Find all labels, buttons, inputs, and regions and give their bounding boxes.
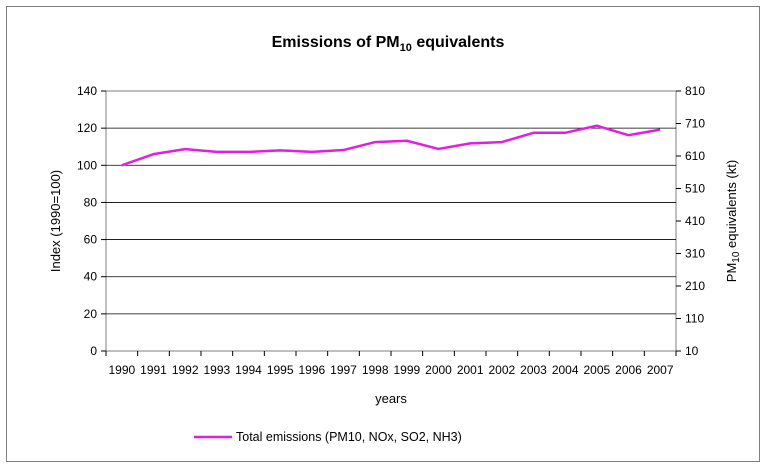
right-tick-label: 10 [685, 344, 699, 358]
legend: Total emissions (PM10, NOx, SO2, NH3) [194, 430, 462, 444]
x-tick-label: 1990 [108, 363, 135, 377]
x-tick-label: 2006 [615, 363, 642, 377]
x-tick-label: 2002 [488, 363, 515, 377]
right-tick-label: 110 [685, 312, 704, 326]
x-tick-label: 2007 [647, 363, 674, 377]
x-tick-label: 2001 [457, 363, 484, 377]
x-tick-label: 1996 [298, 363, 325, 377]
x-tick-label: 2005 [583, 363, 610, 377]
right-tick-label: 710 [685, 117, 705, 131]
x-tick-label: 2000 [425, 363, 452, 377]
left-tick-label: 20 [84, 307, 98, 321]
left-tick-label: 40 [84, 270, 98, 284]
x-tick-label: 1991 [140, 363, 167, 377]
legend-label: Total emissions (PM10, NOx, SO2, NH3) [236, 430, 462, 444]
x-tick-label: 1994 [235, 363, 262, 377]
x-tick-label: 1999 [393, 363, 420, 377]
x-axis-ticks: 1990 1991 1992 1993 1994 1995 1996 1997 1998 1999… [105, 351, 677, 377]
x-axis-title: years [375, 391, 407, 406]
left-axis-title: Index (1990=100) [48, 170, 63, 272]
right-tick-label: 610 [685, 149, 705, 163]
chart-title: Emissions of PM10 equivalents [272, 34, 505, 54]
left-axis-ticks: 0 20 40 60 80 100 120 140 [77, 84, 106, 358]
right-tick-label: 810 [685, 84, 705, 98]
left-tick-label: 120 [77, 121, 97, 135]
right-tick-label: 410 [685, 214, 705, 228]
x-tick-label: 1992 [172, 363, 199, 377]
x-tick-label: 2003 [520, 363, 547, 377]
x-tick-label: 1998 [362, 363, 389, 377]
x-tick-label: 1993 [203, 363, 230, 377]
plot-area [105, 90, 677, 352]
left-tick-label: 80 [84, 195, 98, 209]
right-tick-label: 310 [685, 247, 705, 261]
right-axis-ticks: 10 110 210 310 410 510 610 710 810 [676, 84, 705, 358]
left-tick-label: 0 [90, 344, 97, 358]
left-tick-label: 140 [77, 84, 97, 98]
right-tick-label: 210 [685, 279, 705, 293]
x-tick-label: 1997 [330, 363, 357, 377]
left-tick-label: 60 [84, 233, 98, 247]
x-tick-label: 2004 [552, 363, 579, 377]
series-line-total-emissions [121, 124, 661, 167]
right-axis-title: PM10 equivalents (kt) [724, 160, 742, 282]
right-tick-label: 510 [685, 182, 705, 196]
x-tick-label: 1995 [267, 363, 294, 377]
left-tick-label: 100 [77, 158, 97, 172]
